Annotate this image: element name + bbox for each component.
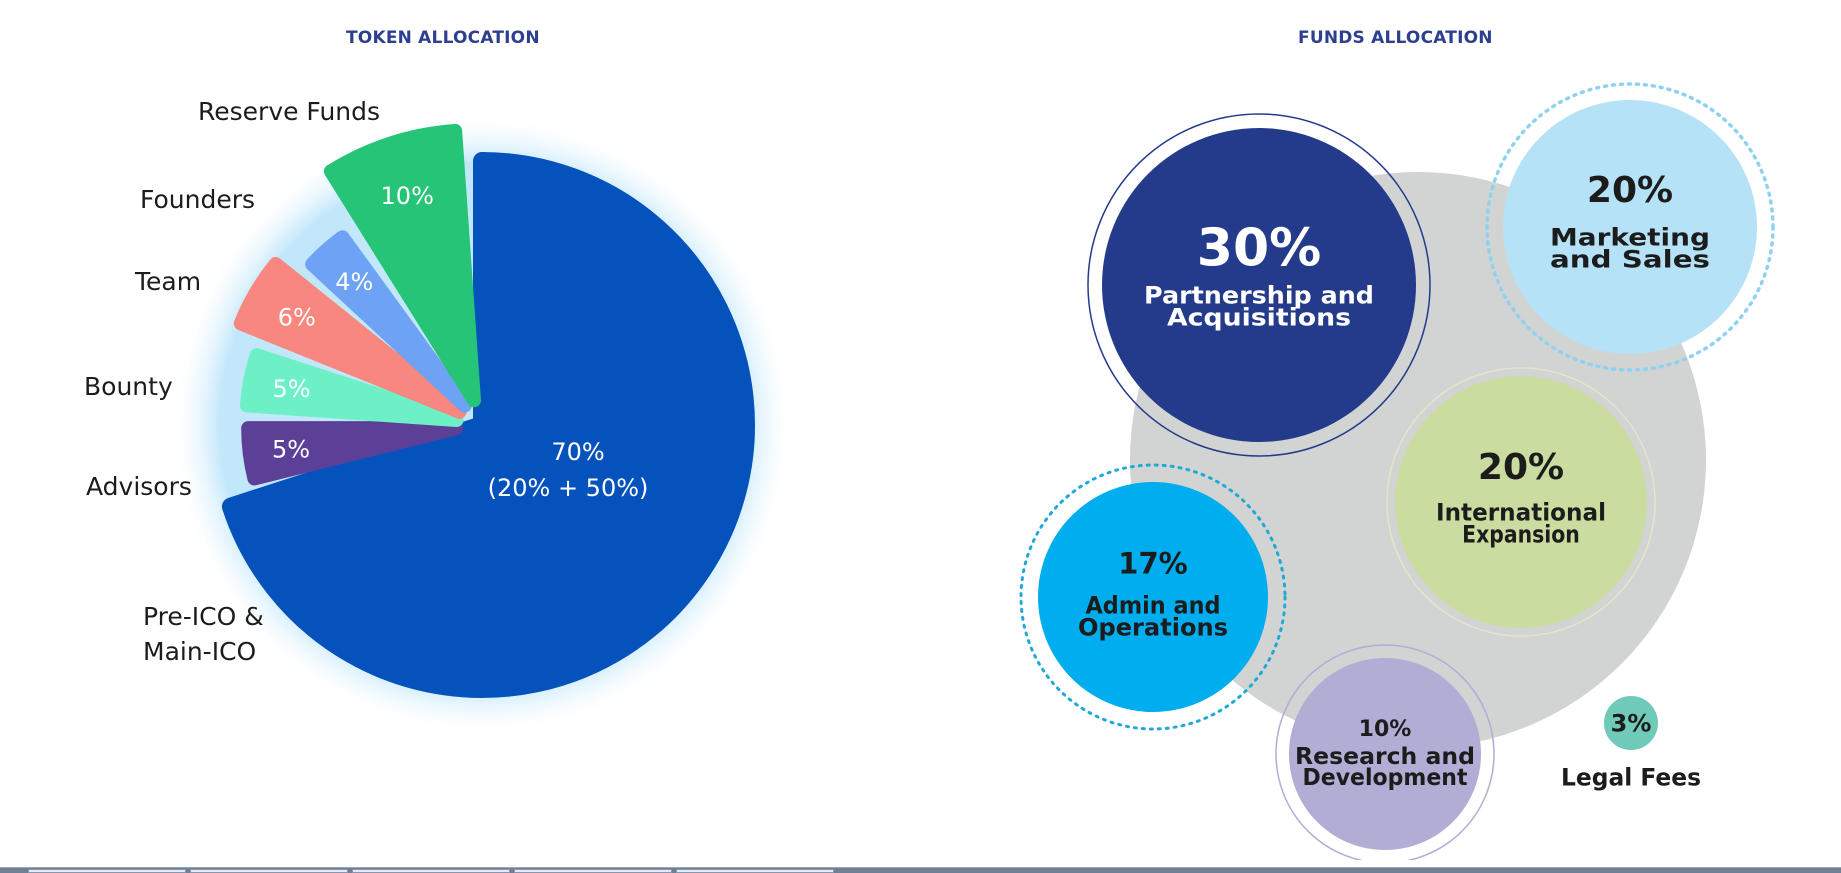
bubble-ring (1386, 367, 1656, 637)
bubble-category-label: International (1436, 498, 1606, 526)
pie-value-label: 5% (272, 435, 310, 463)
bubble-category-label: Admin and (1086, 591, 1221, 619)
pie-slice-bounty (239, 348, 464, 428)
pie-category-label: Founders (140, 185, 255, 214)
bubble-category-label: Legal Fees (1561, 763, 1701, 791)
bubble-category-label: Research and (1295, 744, 1475, 770)
bubble-ring (1087, 113, 1431, 457)
bubble-category-label: Expansion (1462, 520, 1580, 548)
bubble-category-label: Development (1303, 765, 1468, 791)
pie-slice-advisors (241, 421, 464, 486)
funds-allocation-title: FUNDS ALLOCATION (1298, 28, 1493, 48)
pie-value-label: 10% (381, 182, 434, 210)
taskbar-item[interactable] (190, 869, 348, 873)
bubble-legal-fees (1604, 696, 1658, 750)
bubble-category-label: Operations (1078, 613, 1228, 641)
bubble-international-expansion (1395, 376, 1647, 628)
taskbar-item[interactable] (514, 869, 672, 873)
bubble-value-label: 30% (1197, 219, 1321, 279)
pie-value-label: 4% (335, 268, 373, 296)
taskbar-item[interactable] (352, 869, 510, 873)
bubble-ring (1485, 82, 1775, 372)
bubble-category-label: and Sales (1550, 245, 1710, 273)
bubble-research-and-development (1289, 658, 1481, 850)
bubble-ring (1275, 644, 1495, 860)
pie-category-label: Bounty (84, 372, 173, 401)
pie-category-label: Pre-ICO & (143, 602, 264, 631)
bubble-value-label: 3% (1611, 710, 1652, 738)
bubble-value-label: 10% (1359, 717, 1412, 742)
pie-slice-pre-ico-main-ico (221, 152, 755, 698)
pie-slice-founders (305, 230, 472, 413)
pie-value-label: 5% (273, 375, 311, 403)
bubble-category-label: Partnership and (1144, 281, 1374, 309)
pie-category-label: Advisors (86, 472, 192, 501)
token-allocation-pie-chart: 70% (20% + 50%) Pre-ICO & Main-ICO 5% Advisor… (84, 97, 794, 737)
taskbar-item[interactable] (28, 869, 186, 873)
taskbar (0, 867, 1841, 873)
token-allocation-title: TOKEN ALLOCATION (346, 28, 540, 48)
pie-value-breakdown: (20% + 50%) (488, 474, 649, 502)
taskbar-item[interactable] (676, 869, 834, 873)
pie-category-label: Team (134, 267, 201, 296)
bubble-marketing-and-sales (1503, 100, 1757, 354)
pie-slice-reserve-funds (323, 123, 481, 408)
pie-category-label: Reserve Funds (198, 97, 380, 126)
bubble-value-label: 17% (1118, 546, 1187, 580)
pie-value-label: 70% (551, 438, 604, 466)
bubble-ring (1019, 463, 1287, 731)
bubble-value-label: 20% (1478, 447, 1564, 488)
bubble-partnership-and-acquisitions (1102, 128, 1416, 442)
bubble-admin-and-operations (1038, 482, 1268, 712)
bubble-category-label: Acquisitions (1167, 303, 1351, 331)
bubble-value-label: 20% (1587, 170, 1673, 211)
pie-category-label: Main-ICO (143, 637, 256, 666)
bubble-category-label: Marketing (1550, 223, 1710, 251)
pie-slice-team (233, 256, 467, 419)
pie-value-label: 6% (278, 303, 316, 331)
